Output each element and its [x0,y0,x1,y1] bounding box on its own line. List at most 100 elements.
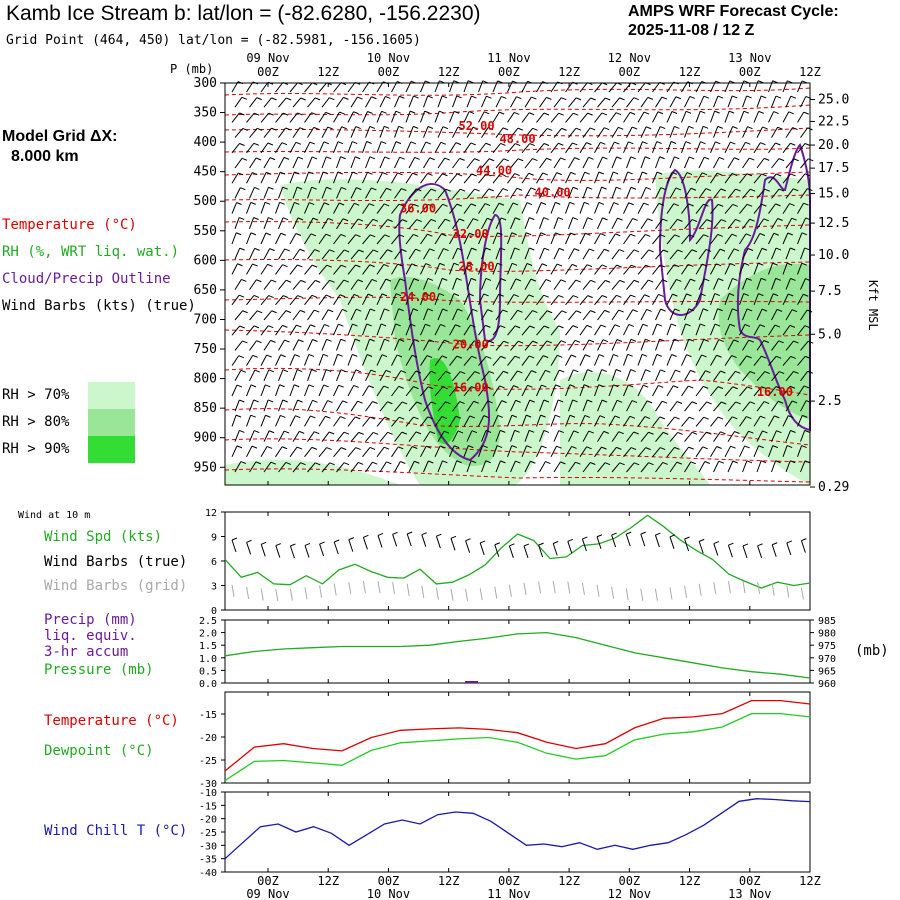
wind-barb [539,399,545,412]
surface-wind-barb [757,545,763,558]
wind-barb [304,384,310,397]
wind-barb [321,126,329,138]
wind-barb [698,188,707,199]
wind-barb-feather [803,111,809,115]
wind-barb [434,233,442,245]
wind-barb [362,323,368,336]
wind-barb [292,310,301,321]
wind-barb [742,371,751,382]
wind-barb [768,262,774,275]
wind-barb [800,430,806,442]
kft-tick-label: 20.0 [818,138,849,153]
wind-barb-feather [413,203,419,207]
top-date-label: 09 Nov [246,51,289,65]
wind-barb [536,325,545,336]
isotherm-line [224,408,811,446]
wind-barb [553,97,562,108]
wind-barb-feather [399,278,406,282]
wind-barb-feather [308,202,315,206]
surface-wind-feather [757,543,763,547]
wind-barb [423,278,429,290]
wind-barb-feather [590,279,596,283]
wind-barb [275,264,283,275]
wind-barb-feather [441,416,448,420]
wind-barb-feather [790,277,796,281]
wind-barb-feather [268,217,274,221]
wind-barb-feather [690,278,696,282]
wind-barb-feather [526,445,532,449]
wind-barb [234,370,242,382]
wind-barb [539,370,546,382]
wind-barb [553,157,561,169]
wind-barb [800,309,808,321]
wind-barb [739,233,747,245]
wind-barb-feather [482,445,488,448]
wind-barb-feather [690,369,696,373]
wind-barb [405,204,415,214]
pressure-tick-label: 650 [194,283,217,298]
wind-barb-feather [629,415,636,419]
wind-barb [771,188,780,199]
isotherm-label: 16.00 [757,385,793,399]
wind-barb [347,294,355,306]
wind-barb [275,446,283,458]
wind-barb-feather [702,263,708,267]
wind-barb [249,310,258,321]
wind-barb [405,110,411,123]
wind-barb [582,97,592,108]
wind-barb [640,218,649,230]
wind-barb [394,431,403,442]
wind-barb-feather [518,340,524,344]
wind-barb [684,249,693,260]
wind-barb-feather [569,384,575,388]
wind-barb [321,369,327,381]
wind-barb-feather [381,293,388,297]
wind-barb-feather [355,234,361,238]
grid-wind-barb [435,587,439,600]
wind-barb [626,97,635,108]
wind-barb-feather [241,278,247,282]
wind-barb-feather [367,171,373,175]
wind-barb [695,323,701,336]
wind-barb-feather [467,262,474,266]
wind-barb [307,127,315,138]
wind-barb [495,309,504,321]
wind-barb-feather [400,461,406,464]
wind-barb [307,280,316,290]
wind-barb [597,97,606,108]
wind-barb [742,95,748,108]
wind-barb [394,96,400,108]
wind-barb [379,339,385,351]
wind-barb [304,264,313,275]
wind-barb-feather [574,339,581,343]
wind-barb-feather [326,156,332,160]
wind-barb-feather [441,233,447,237]
wind-barb [347,82,356,93]
wind-barb-feather [571,445,577,449]
wind-barb-feather [284,339,290,343]
wind-barb [405,323,411,336]
wind-barb [481,96,487,108]
wind-barb-feather [410,323,416,327]
wind-barb-feather [427,233,433,237]
wind-barb [304,415,311,427]
wind-barb-feather [265,384,271,388]
wind-barb-feather [791,217,797,221]
wind-barb-feather [327,400,333,404]
wind-barb-feather [239,247,245,251]
wind-barb [263,97,272,108]
wind-barb [713,188,722,199]
wind-barb-feather [793,188,799,192]
wind-barb [684,126,690,138]
wind-barb-feather [314,97,321,101]
wind-barb [347,234,356,245]
wind-barb [597,462,606,473]
wind-barb [379,401,388,412]
wind-barb-feather [642,141,648,145]
wind-barb-feather [793,370,799,374]
wind-barb [318,82,328,93]
wind-barb [727,126,734,138]
wind-barb-feather [746,308,753,312]
wind-barb-feather [527,384,533,388]
